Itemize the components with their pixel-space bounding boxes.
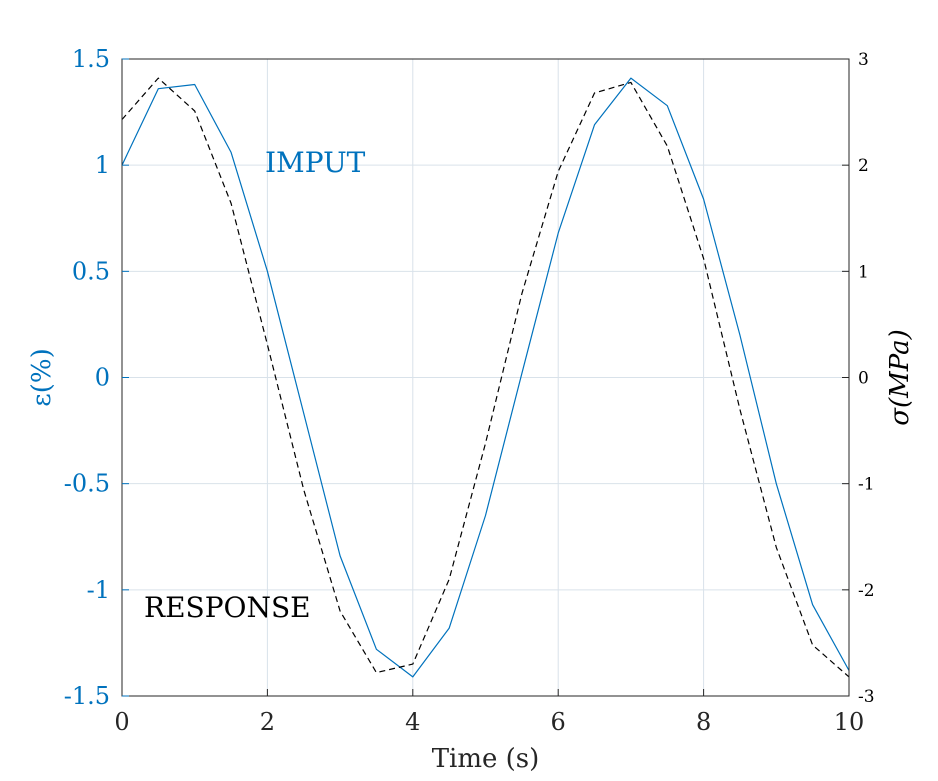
y-right-tick-label: -3 xyxy=(858,687,875,707)
series-group xyxy=(121,77,850,678)
response-stress-line xyxy=(121,77,850,678)
y-left-tick-label: 0 xyxy=(95,364,110,392)
y-right-tick-label: 3 xyxy=(858,50,869,70)
y-right-tick-label: -1 xyxy=(858,475,875,495)
y-left-tick-label: -0.5 xyxy=(64,470,110,498)
response-annotation: RESPONSE xyxy=(144,591,311,624)
x-axis-label: Time (s) xyxy=(432,744,540,774)
y-left-tick-label: -1 xyxy=(87,576,110,604)
y-right-tick-label: -2 xyxy=(858,581,875,601)
input-strain-line xyxy=(121,77,850,678)
y-right-tick-label: 1 xyxy=(858,262,869,282)
x-tick-label: 4 xyxy=(405,708,420,736)
y-left-tick-label: 1 xyxy=(95,151,110,179)
x-tick-label: 2 xyxy=(260,708,275,736)
y-left-tick-label: 0.5 xyxy=(72,257,110,285)
y-right-tick-label: 0 xyxy=(858,369,869,389)
y-axis-left-label: ε(%) xyxy=(27,348,57,406)
x-tick-label: 0 xyxy=(114,708,129,736)
x-tick-label: 6 xyxy=(551,708,566,736)
y-axis-right-label: σ(MPa) xyxy=(885,329,915,425)
y-left-tick-label: -1.5 xyxy=(64,682,110,710)
y-right-tick-label: 2 xyxy=(858,156,869,176)
input-annotation: IMPUT xyxy=(265,146,366,179)
y-left-tick-label: 1.5 xyxy=(72,45,110,73)
x-tick-label: 10 xyxy=(834,708,865,736)
x-tick-label: 8 xyxy=(696,708,711,736)
